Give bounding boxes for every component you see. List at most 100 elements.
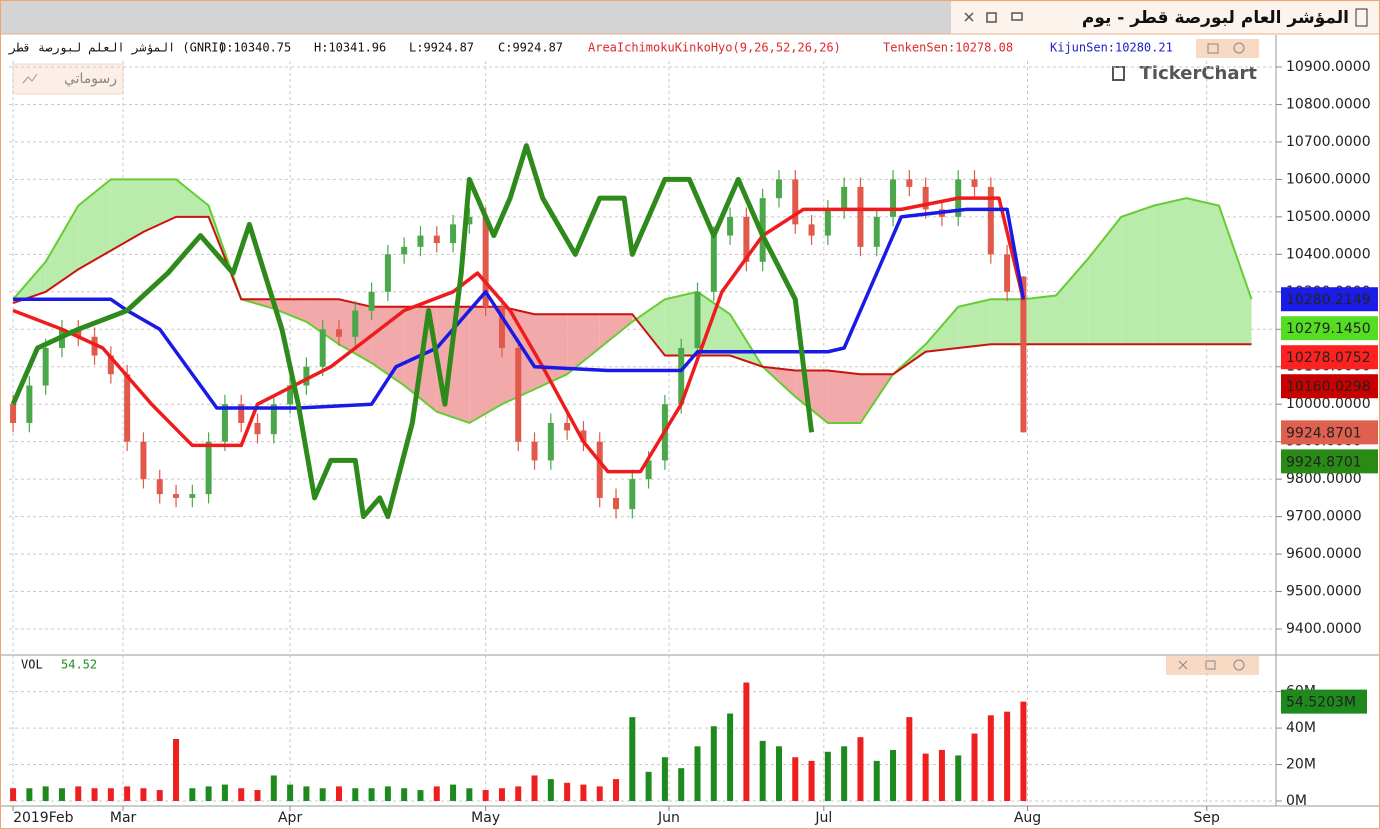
maximize-icon[interactable] <box>1207 43 1219 54</box>
y-tick-label: 10500.0000 <box>1286 209 1371 225</box>
volume-bar <box>824 751 831 801</box>
candle-body <box>857 186 864 247</box>
indicator-line <box>13 207 1026 410</box>
cloud-fill <box>45 205 79 292</box>
checkbox[interactable] <box>1355 8 1368 27</box>
brand-icon <box>1112 66 1125 81</box>
volume-bar <box>205 786 212 801</box>
cloud-fill <box>143 179 177 232</box>
x-tick-label: Jul <box>814 810 832 826</box>
button-icon <box>22 73 38 84</box>
candle-body <box>26 385 33 423</box>
candle-body <box>107 355 114 375</box>
y-tick-label: 10700.0000 <box>1286 134 1371 150</box>
candle-body <box>515 348 522 442</box>
volume-bar <box>727 713 734 801</box>
controls-box <box>1196 39 1259 58</box>
button-label[interactable]: رسوماتي <box>64 71 117 87</box>
volume-bar <box>645 771 652 801</box>
volume-bar <box>629 717 636 801</box>
volume-bar <box>352 788 359 801</box>
volume-bar <box>955 755 962 801</box>
candle-body <box>335 329 342 337</box>
candle-body <box>564 422 571 431</box>
cloud-fill <box>990 299 1024 345</box>
cloud-fill <box>1121 205 1154 345</box>
drawings-button[interactable]: رسوماتي <box>12 63 124 95</box>
candle-body <box>384 254 391 292</box>
volume-bar <box>710 726 717 801</box>
y-tick-label: 9700.0000 <box>1286 509 1362 525</box>
candle-body <box>596 441 603 498</box>
last-value-box <box>1281 689 1367 714</box>
volume-bar <box>775 746 782 801</box>
cloud-fill <box>1023 295 1057 345</box>
close-value: C:9924.87 <box>498 41 563 55</box>
candle-body <box>238 404 245 423</box>
y-tick-label: 0M <box>1286 793 1307 809</box>
pin-icon[interactable] <box>1011 12 1023 21</box>
title-bar <box>1 1 951 34</box>
low-value: L:9924.87 <box>409 41 474 55</box>
cloud-fill <box>1186 198 1219 345</box>
button-box[interactable] <box>12 63 124 95</box>
cloud-fill <box>78 179 111 270</box>
maximize-icon[interactable] <box>1205 660 1216 670</box>
settings-icon[interactable] <box>1233 659 1245 671</box>
cloud-fill <box>599 314 633 349</box>
candle-body <box>482 216 489 307</box>
close-icon[interactable] <box>1178 660 1188 670</box>
candle-body <box>433 235 440 244</box>
candle-body <box>841 186 848 210</box>
volume-bar <box>91 788 98 801</box>
volume-bar <box>1020 701 1027 801</box>
volume-bar <box>433 786 440 801</box>
cloud-fill <box>958 299 991 349</box>
close-icon[interactable] <box>964 12 974 22</box>
volume-bar <box>906 717 913 801</box>
candle-body <box>417 235 424 247</box>
last-value-label: 10160.0298 <box>1286 379 1371 395</box>
candle-body <box>580 430 587 442</box>
brand: TickerChart <box>1140 63 1258 84</box>
volume-label: VOL <box>21 658 43 672</box>
x-tick-label: May <box>471 810 500 826</box>
last-value-box <box>1281 287 1378 312</box>
x-tick-label: Mar <box>110 810 137 826</box>
y-tick-label: 10900.0000 <box>1286 59 1371 75</box>
volume-bar <box>368 788 375 801</box>
candle-body <box>694 291 701 349</box>
volume-bar <box>987 715 994 801</box>
candle-body <box>743 216 750 262</box>
volume-bar <box>873 760 880 801</box>
volume-controls <box>1166 656 1259 675</box>
symbol: المؤشر العلم لبورصة قطر (GNRI) <box>8 41 226 56</box>
settings-icon[interactable] <box>1233 42 1245 54</box>
last-value-label: 54.5203M <box>1286 695 1356 711</box>
cloud-fill <box>534 314 568 390</box>
x-tick-label: Aug <box>1014 810 1041 826</box>
volume-bar <box>42 786 49 801</box>
volume-bar <box>140 788 147 801</box>
volume-bar <box>792 757 799 801</box>
indicator-name: AreaIchimokuKinkoHyo(9,26,52,26,26) <box>588 41 841 55</box>
volume-bar <box>58 788 65 801</box>
candle-body <box>42 348 49 386</box>
candle-body <box>270 404 277 435</box>
cloud-fill <box>110 179 144 251</box>
cloud-fill <box>273 299 307 322</box>
y-tick-label: 10800.0000 <box>1286 96 1371 112</box>
volume-bar <box>221 784 228 801</box>
cloud-fill <box>176 179 209 217</box>
candle-body <box>221 404 228 442</box>
volume-bar <box>1004 711 1011 801</box>
restore-icon[interactable] <box>986 12 997 23</box>
last-value-label: 10279.1450 <box>1286 321 1371 337</box>
candle-body <box>922 186 929 210</box>
candle-body <box>613 497 620 510</box>
volume-bar <box>384 786 391 801</box>
x-tick-label: Apr <box>278 810 302 826</box>
cloud-fill <box>1056 258 1089 345</box>
volume-bar <box>564 782 571 801</box>
